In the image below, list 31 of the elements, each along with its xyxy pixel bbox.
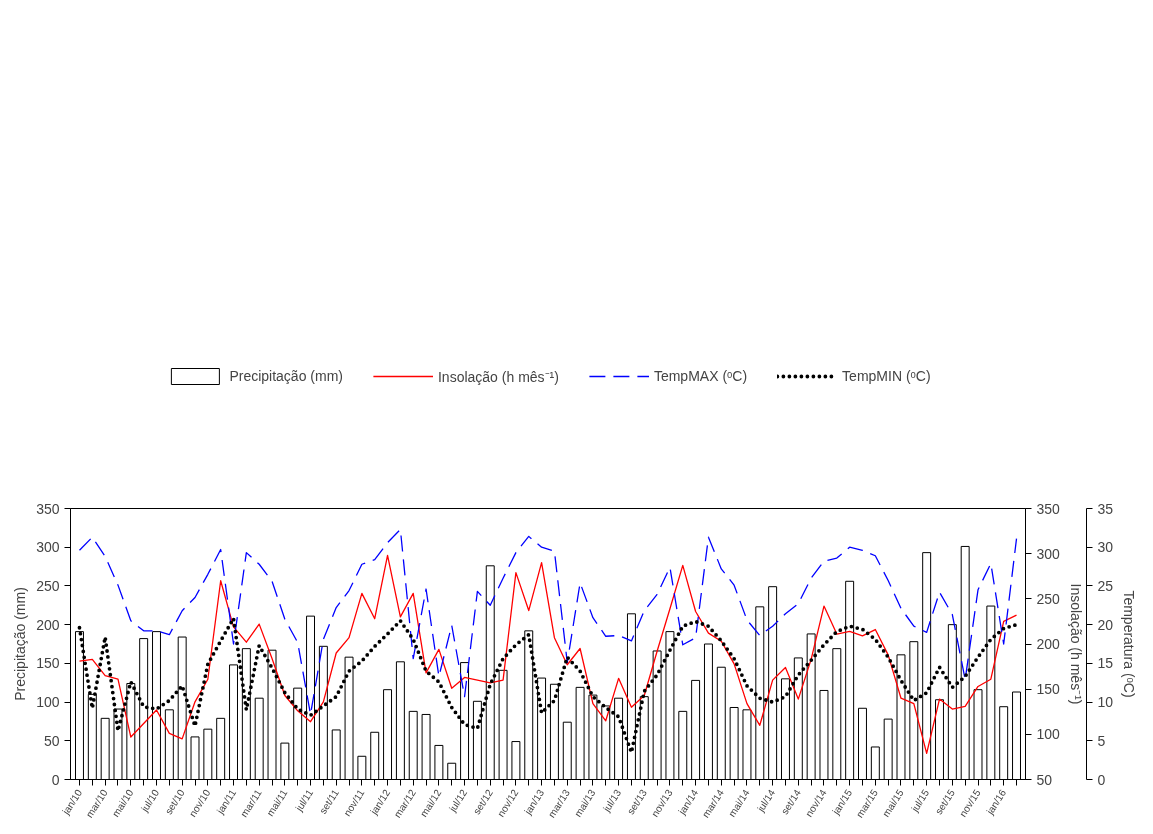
line-series [78,554,1018,754]
legend-label: Insolação (h mês⁻¹) [437,367,559,386]
y-tick-label: 350 [36,500,60,517]
y-tick-label: 250 [36,577,60,594]
y3-tick-label: 20 [1097,616,1114,633]
y3-tick-label: 0 [1097,771,1106,788]
y2-tick-label: 50 [1036,771,1053,788]
y-tick-label: 50 [43,732,60,749]
y3-tick-label: 25 [1097,577,1114,594]
y2-tick-label: 250 [1036,590,1061,607]
y-tick-label: 0 [51,771,60,788]
y3-axis-title: Temperatura (ᵒC) [1121,590,1138,698]
y-tick-label: 300 [36,539,60,556]
y3-tick-label: 30 [1097,539,1114,556]
legend-label: TempMIN (ᵒC) [842,368,931,384]
y2-tick-label: 350 [1036,500,1061,517]
y-tick-label: 150 [36,655,60,672]
legend-label: TempMAX (ᵒC) [653,368,748,384]
y-tick-label: 100 [36,694,60,711]
y3-tick-label: 5 [1097,732,1106,749]
y3-tick-label: 35 [1097,500,1114,517]
y-tick-label: 200 [36,616,60,633]
y3-tick-label: 15 [1097,655,1114,672]
y2-tick-label: 300 [1036,545,1061,562]
y2-tick-label: 200 [1036,636,1061,652]
y2-tick-label: 100 [1036,726,1061,743]
legend-label: Precipitação (mm) [229,368,343,384]
y2-axis-title: Insolação (h mês⁻¹) [1067,583,1084,705]
y2-tick-label: 150 [1036,681,1061,698]
y-axis-title: Precipitação (mm) [12,587,29,701]
y3-tick-label: 10 [1097,694,1114,711]
